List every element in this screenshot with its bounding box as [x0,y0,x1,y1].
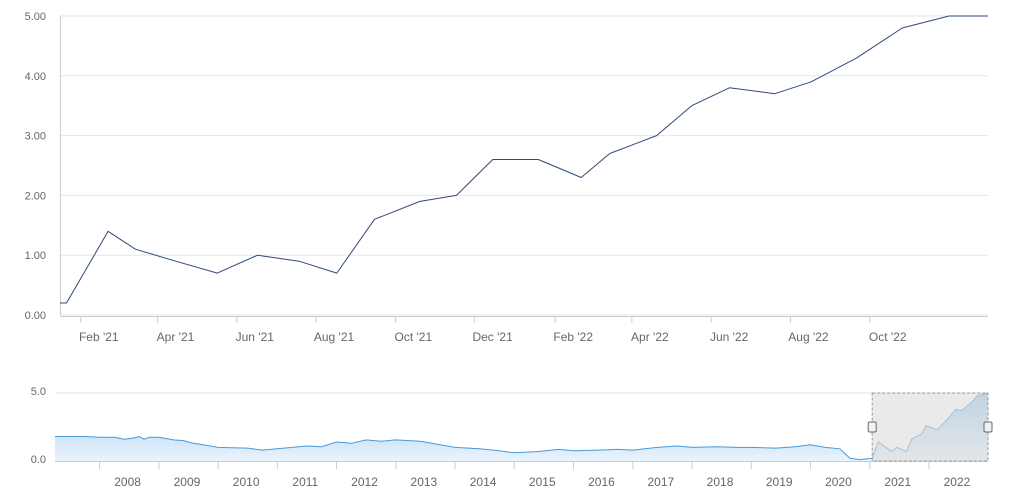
nav-x-tick-label: 2021 [884,475,911,489]
x-tick-label: Feb '21 [79,330,119,344]
x-tick-label: Dec '21 [472,330,513,344]
x-tick-label: Aug '21 [314,330,355,344]
handle-grip[interactable] [984,422,992,432]
nav-x-tick-label: 2018 [707,475,734,489]
navigator-selection[interactable] [872,393,988,461]
navigator[interactable]: 0.0 5.0 2008 2009 2010 2011 2012 2013 2014 2015 20… [31,386,992,489]
nav-x-tick-label: 2011 [292,475,318,489]
nav-x-tick-label: 2010 [233,475,260,489]
nav-x-tick-label: 2017 [647,475,674,489]
handle-grip[interactable] [868,422,876,432]
nav-x-tick-label: 2019 [766,475,793,489]
y-tick-label: 1.00 [25,250,46,262]
y-tick-label: 0.00 [25,310,46,322]
x-tick-label: Apr '22 [631,330,669,344]
nav-x-tick-label: 2014 [470,475,497,489]
series-line [60,16,988,303]
x-tick-label: Feb '22 [553,330,593,344]
x-tick-label: Jun '21 [236,330,275,344]
x-tick-label: Oct '21 [395,330,433,344]
x-tick-label: Jun '22 [710,330,749,344]
navigator-area [55,393,988,461]
navigator-handle-right[interactable] [984,422,992,432]
navigator-handle-left[interactable] [868,422,876,432]
y-tick-label: 3.00 [25,131,46,143]
nav-x-tick-label: 2013 [411,475,438,489]
x-tick-label: Oct '22 [869,330,907,344]
nav-y-tick-label: 5.0 [31,386,46,398]
main-plot: 0.00 1.00 2.00 3.00 4.00 5.00 Feb '21 Apr '21 Ju… [25,11,989,344]
nav-x-tick-label: 2016 [588,475,615,489]
nav-y-tick-label: 0.0 [31,454,46,466]
nav-x-tick-label: 2008 [114,475,141,489]
x-tick-label: Aug '22 [788,330,829,344]
x-tick-label: Apr '21 [157,330,195,344]
y-tick-label: 5.00 [25,11,46,23]
nav-x-tick-label: 2022 [944,475,971,489]
y-tick-label: 4.00 [25,71,46,83]
nav-x-tick-label: 2009 [174,475,201,489]
nav-x-tick-label: 2012 [351,475,378,489]
nav-x-tick-label: 2015 [529,475,556,489]
nav-x-tick-label: 2020 [825,475,852,489]
y-tick-label: 2.00 [25,190,46,202]
